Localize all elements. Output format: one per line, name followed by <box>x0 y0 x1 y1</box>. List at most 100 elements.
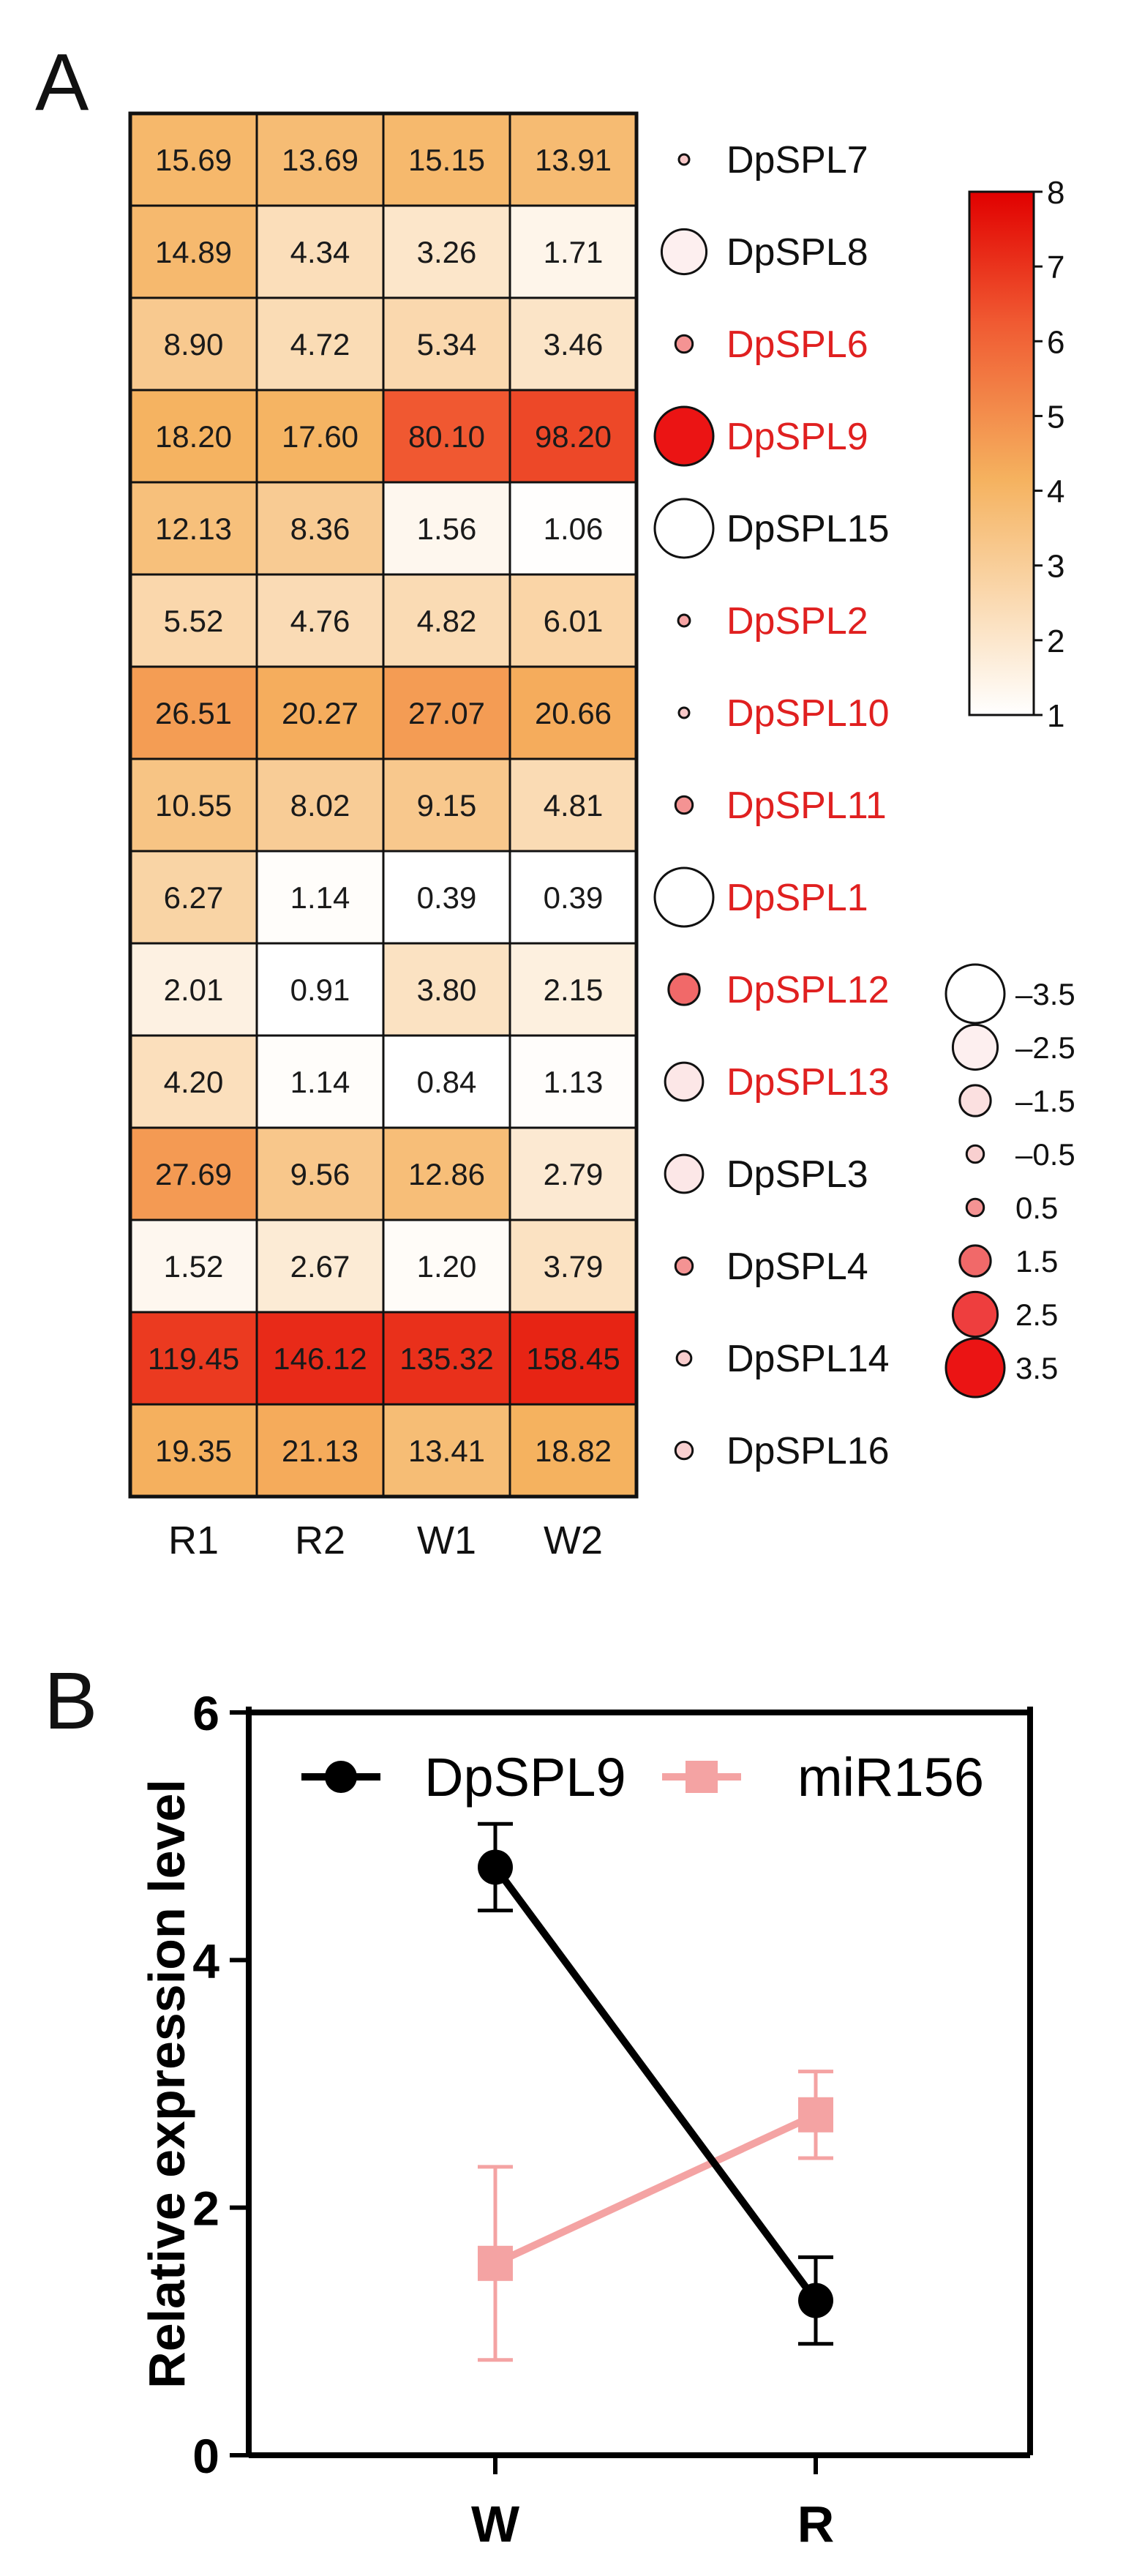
bubble-legend-circle <box>958 1084 992 1117</box>
heatmap-cell <box>129 942 258 1037</box>
cell-value: 80.10 <box>408 419 485 454</box>
colorbar-tick-label: 5 <box>1047 399 1064 435</box>
fold-change-bubble <box>664 1061 705 1102</box>
gene-label: DpSPL10 <box>726 692 890 735</box>
heatmap-cell <box>255 1218 385 1314</box>
cell-value: 146.12 <box>273 1341 367 1376</box>
colorbar <box>968 190 1035 716</box>
cell-value: 18.20 <box>155 419 232 454</box>
cell-value: 3.80 <box>417 973 477 1007</box>
heatmap-cell <box>255 1126 385 1221</box>
cell-value: 0.39 <box>417 880 477 915</box>
cell-value: 2.01 <box>164 973 224 1007</box>
bubble-legend-circle <box>944 963 1006 1025</box>
column-label: R1 <box>168 1519 219 1562</box>
cell-value: 1.13 <box>544 1065 604 1099</box>
fold-change-bubble <box>660 228 708 276</box>
cell-value: 12.86 <box>408 1157 485 1191</box>
cell-value: 4.76 <box>290 604 350 638</box>
legend-marker <box>325 1761 357 1793</box>
heatmap-cell <box>508 665 638 760</box>
y-axis-title: Relative expression level <box>138 1779 195 2389</box>
colorbar-tick-label: 8 <box>1047 175 1064 211</box>
gene-label: DpSPL7 <box>726 139 868 181</box>
cell-value: 21.13 <box>282 1434 358 1468</box>
y-tick-label: 6 <box>192 1686 219 1740</box>
gene-label: DpSPL1 <box>726 877 868 919</box>
gene-label: DpSPL12 <box>726 969 890 1011</box>
column-labels: R1 R2 W1 W2 <box>168 1519 603 1562</box>
legend-label: DpSPL9 <box>424 1747 626 1808</box>
series-line <box>492 1865 819 2303</box>
heatmap-cell <box>382 1311 511 1406</box>
fold-change-bubble <box>653 498 715 559</box>
column-label: W2 <box>544 1519 603 1562</box>
bubble-legend-circle <box>951 1290 999 1338</box>
bubble-legend-circle <box>951 1023 999 1071</box>
heatmap-cell <box>129 1218 258 1314</box>
fold-change-bubble <box>674 334 694 354</box>
gene-label: DpSPL15 <box>726 508 890 550</box>
cell-value: 6.27 <box>164 880 224 915</box>
heatmap-cell <box>255 204 385 299</box>
cell-value: 8.90 <box>164 327 224 362</box>
heatmap-cell <box>508 389 638 484</box>
heatmap-cell <box>382 757 511 853</box>
colorbar-tick-label: 6 <box>1047 324 1064 360</box>
heatmap-cell <box>255 389 385 484</box>
cell-value: 1.56 <box>417 512 477 546</box>
cell-value: 4.72 <box>290 327 350 362</box>
bubble-legend-label: –1.5 <box>1015 1084 1075 1118</box>
cell-value: 1.20 <box>417 1249 477 1284</box>
cell-value: 17.60 <box>282 419 358 454</box>
cell-value: 0.39 <box>544 880 604 915</box>
fold-change-bubble <box>653 866 715 928</box>
cell-value: 1.52 <box>164 1249 224 1284</box>
cell-value: 15.15 <box>408 143 485 177</box>
column-label: W1 <box>417 1519 476 1562</box>
colorbar-tick-label: 4 <box>1047 474 1064 510</box>
bubble-legend-label: –3.5 <box>1015 977 1075 1011</box>
cell-value: 2.15 <box>544 973 604 1007</box>
data-point <box>478 2245 513 2281</box>
cell-value: 1.06 <box>544 512 604 546</box>
cell-value: 4.81 <box>544 788 604 823</box>
x-tick-label: W <box>471 2496 519 2553</box>
panel-label-a: A <box>35 37 89 127</box>
x-tick-label: R <box>797 2496 835 2553</box>
cell-value: 3.26 <box>417 235 477 269</box>
series-line <box>493 2111 818 2267</box>
fold-change-bubble <box>677 706 691 719</box>
heatmap-cell <box>508 204 638 299</box>
heatmap-cell <box>255 573 385 668</box>
cell-value: 6.01 <box>544 604 604 638</box>
gene-label: DpSPL9 <box>726 416 868 458</box>
cell-value: 1.14 <box>290 880 350 915</box>
heatmap-cell <box>382 942 511 1037</box>
bubble-legend-label: –2.5 <box>1015 1030 1075 1065</box>
gene-label: DpSPL4 <box>726 1246 868 1288</box>
heatmap-cell <box>508 481 638 576</box>
data-point <box>798 2283 833 2318</box>
cell-value: 1.14 <box>290 1065 350 1099</box>
cell-value: 5.52 <box>164 604 224 638</box>
gene-label: DpSPL6 <box>726 323 868 366</box>
cell-value: 3.79 <box>544 1249 604 1284</box>
fold-change-bubble <box>653 405 715 467</box>
fold-change-bubble <box>675 1349 693 1367</box>
heatmap-cell <box>508 942 638 1037</box>
heatmap-cell <box>382 1034 511 1129</box>
data-point <box>798 2097 833 2133</box>
column-label: R2 <box>295 1519 345 1562</box>
legend-label: miR156 <box>797 1747 984 1808</box>
cell-value: 0.91 <box>290 973 350 1007</box>
gene-label: DpSPL8 <box>726 231 868 274</box>
heatmap-cell <box>129 573 258 668</box>
heatmap-cell <box>255 296 385 392</box>
heatmap-cell <box>382 1218 511 1314</box>
cell-value: 14.89 <box>155 235 232 269</box>
cell-value: 20.27 <box>282 696 358 730</box>
colorbar-tick-label: 3 <box>1047 549 1064 585</box>
line-chart: 0 2 4 6 W R Relative expression level DpSPL9 miR… <box>138 1686 1033 2553</box>
cell-value: 19.35 <box>155 1434 232 1468</box>
